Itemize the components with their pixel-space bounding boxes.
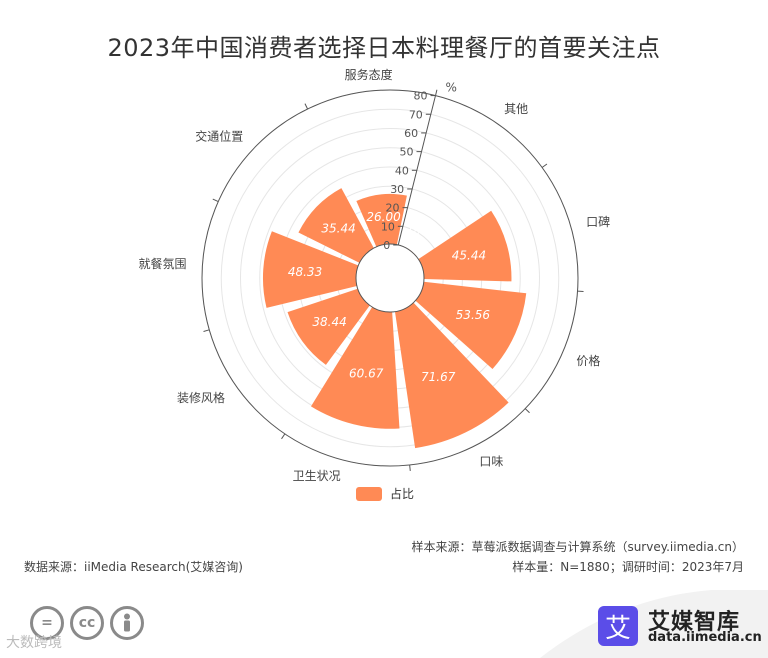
value-label: 53.56 bbox=[456, 308, 491, 322]
bar-卫生状况 bbox=[310, 306, 400, 429]
bar-服务态度 bbox=[356, 193, 407, 247]
radial-tick-label: 40 bbox=[395, 164, 409, 177]
brand-url[interactable]: data.iimedia.cn bbox=[648, 630, 762, 645]
value-label: 60.67 bbox=[349, 366, 384, 380]
value-label: 45.44 bbox=[452, 248, 486, 262]
outer-tick bbox=[281, 433, 286, 440]
category-label: 口味 bbox=[479, 454, 503, 468]
brand-name: 艾媒智库 bbox=[648, 610, 741, 635]
outer-tick bbox=[203, 329, 210, 332]
radial-tick-label: 0 bbox=[383, 239, 390, 252]
outer-tick bbox=[212, 198, 219, 202]
inner-hole bbox=[355, 243, 425, 313]
bar-口碑 bbox=[418, 210, 512, 282]
watermark: 大数跨境 bbox=[6, 635, 62, 651]
brand-logo: 艾 bbox=[598, 606, 638, 646]
category-label: 装修风格 bbox=[177, 390, 225, 405]
outer-tick bbox=[524, 408, 530, 414]
polar-bar-chart: 0.22 45.44 53.56 71.67 60.67 38.44 48.33 35.44 2… bbox=[138, 67, 610, 483]
radial-tick-label: 80 bbox=[413, 90, 427, 103]
value-label: 48.33 bbox=[288, 265, 322, 279]
outer-ring bbox=[201, 89, 579, 467]
legend[interactable]: 占比 bbox=[356, 485, 414, 502]
radial-tick-label: 70 bbox=[409, 108, 423, 121]
outer-tick bbox=[304, 103, 309, 110]
bar-就餐氛围 bbox=[262, 231, 359, 308]
value-label: 71.67 bbox=[421, 370, 456, 384]
outer-tick bbox=[434, 89, 438, 96]
footer-background bbox=[540, 590, 768, 658]
radial-tick-label: 20 bbox=[386, 202, 400, 215]
outer-tick bbox=[409, 464, 411, 471]
category-label: 就餐氛围 bbox=[138, 256, 186, 271]
value-label: 35.44 bbox=[321, 221, 355, 235]
category-label: 交通位置 bbox=[195, 128, 243, 143]
equals-icon: = bbox=[30, 606, 64, 640]
radial-tick-label: 30 bbox=[390, 183, 404, 196]
bar-价格 bbox=[415, 281, 527, 370]
cc-icon: cc bbox=[70, 606, 104, 640]
radial-tick-label: 10 bbox=[381, 220, 395, 233]
bar-交通位置 bbox=[298, 188, 374, 263]
data-source: 数据来源：iiMedia Research(艾媒咨询) bbox=[24, 560, 243, 574]
person-icon bbox=[110, 606, 144, 640]
radial-unit-label: % bbox=[445, 81, 456, 95]
grid-ring bbox=[220, 108, 560, 448]
radial-tick-label: 60 bbox=[404, 127, 418, 140]
category-label: 其他 bbox=[504, 102, 528, 116]
value-label: 0.22 bbox=[409, 223, 436, 237]
chart-title: 2023年中国消费者选择日本料理餐厅的首要关注点 bbox=[107, 34, 661, 62]
category-label: 价格 bbox=[576, 353, 600, 368]
sample-source: 样本来源：草莓派数据调查与计算系统（survey.iimedia.cn） bbox=[411, 540, 744, 554]
bar-装修风格 bbox=[287, 288, 370, 365]
bar-口味 bbox=[394, 302, 509, 449]
category-label: 服务态度 bbox=[345, 67, 393, 82]
radial-tick-label: 50 bbox=[400, 146, 414, 159]
legend-label: 占比 bbox=[390, 487, 415, 501]
legend-swatch bbox=[356, 486, 382, 501]
category-label: 卫生状况 bbox=[293, 469, 341, 483]
outer-tick bbox=[541, 163, 548, 168]
sample-size: 样本量：N=1880；调研时间：2023年7月 bbox=[512, 560, 744, 574]
value-label: 26.00 bbox=[366, 210, 401, 224]
category-label: 口碑 bbox=[586, 214, 610, 229]
value-label: 38.44 bbox=[312, 315, 346, 329]
